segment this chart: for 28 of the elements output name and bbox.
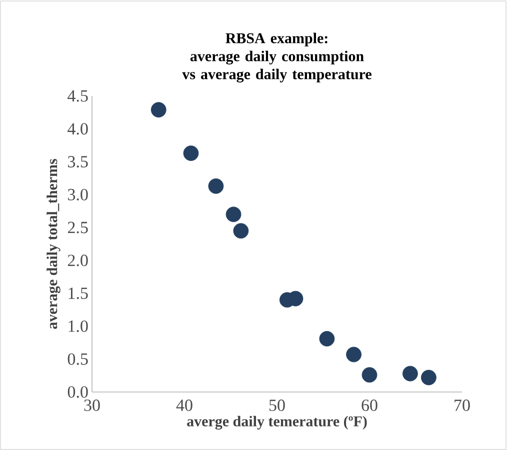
point [183,146,199,161]
y-tick-label: 1.5 [68,288,88,300]
x-tick-label: 40 [176,400,192,412]
point [226,206,242,222]
y-tick-label: 3.0 [68,188,88,200]
x-axis-title: averge daily temerature (ºF) [187,416,367,430]
chart-title: RBSA example: average daily consumption vs average daily temperature [182,32,372,82]
y-tick-label: 0.5 [68,353,88,365]
y-tick-label: 2.5 [68,222,88,234]
point [402,366,418,382]
point [319,331,335,346]
point [421,370,436,386]
y-tick-label: 4.0 [68,123,88,135]
y-tick-label: 4.5 [68,90,88,102]
y-tick-label: 0.0 [68,386,88,398]
y-tick-label: 2.0 [68,254,88,266]
point [346,346,362,362]
x-tick-label: 50 [269,400,285,412]
x-tick-label: 60 [362,400,378,412]
x-tick-label: 30 [84,400,100,412]
point [233,223,249,239]
y-axis-title: average daily total_therms [46,158,60,329]
y-tick-label: 3.5 [68,156,88,168]
point [362,367,378,383]
point [150,102,166,118]
x-tick-label: 70 [454,400,470,412]
point [208,178,224,194]
y-tick-label: 1.0 [68,320,88,332]
